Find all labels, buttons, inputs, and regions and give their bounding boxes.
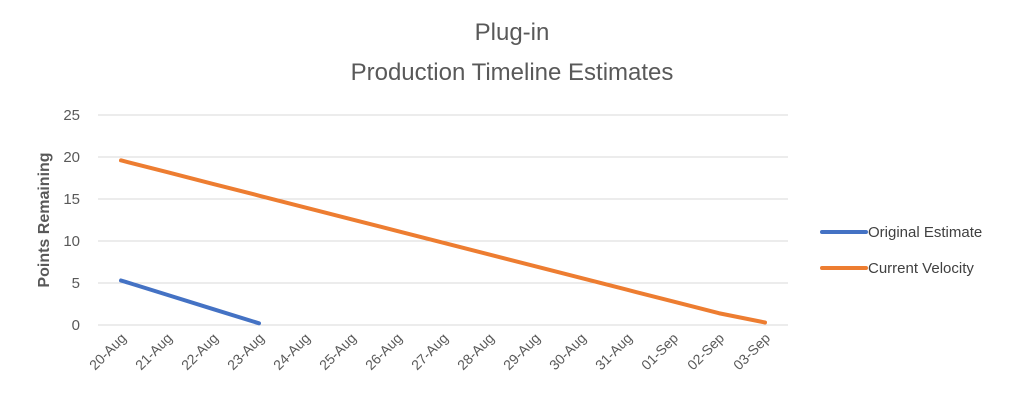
x-tick-label: 23-Aug — [224, 330, 267, 373]
legend: Original Estimate Current Velocity — [820, 224, 982, 277]
gridlines — [98, 114, 788, 326]
x-tick-label: 29-Aug — [500, 330, 543, 373]
y-tick-label: 20 — [63, 149, 80, 166]
series-lines — [119, 158, 767, 326]
x-tick-label: 30-Aug — [546, 330, 589, 373]
series-line-original-estimate — [119, 278, 261, 326]
x-tick-label: 31-Aug — [592, 330, 635, 373]
series-line-current-velocity — [119, 158, 767, 325]
chart-title-line-1: Plug-in — [475, 19, 550, 46]
y-tick-label: 15 — [63, 191, 80, 208]
x-tick-label: 27-Aug — [408, 330, 451, 373]
x-tick-label: 28-Aug — [454, 330, 497, 373]
y-axis-title: Points Remaining — [36, 152, 53, 287]
x-tick-label: 03-Sep — [730, 330, 773, 373]
y-tick-label: 25 — [63, 107, 80, 124]
legend-label: Original Estimate — [868, 224, 982, 241]
y-tick-label: 10 — [63, 233, 80, 250]
x-tick-label: 24-Aug — [270, 330, 313, 373]
x-tick-label: 22-Aug — [178, 330, 221, 373]
chart-title-line-2: Production Timeline Estimates — [351, 59, 674, 86]
x-tick-label: 02-Sep — [684, 330, 727, 373]
x-tick-label: 26-Aug — [362, 330, 405, 373]
x-axis-ticks: 20-Aug 21-Aug 22-Aug 23-Aug 24-Aug 25-Aug 26-A… — [86, 330, 773, 373]
x-tick-label: 20-Aug — [86, 330, 129, 373]
legend-label: Current Velocity — [868, 260, 974, 277]
y-axis-ticks: 0 5 10 15 20 25 — [63, 107, 80, 334]
x-tick-label: 01-Sep — [638, 330, 681, 373]
y-tick-label: 0 — [72, 317, 80, 334]
x-tick-label: 21-Aug — [132, 330, 175, 373]
x-tick-label: 25-Aug — [316, 330, 359, 373]
y-tick-label: 5 — [72, 275, 80, 292]
